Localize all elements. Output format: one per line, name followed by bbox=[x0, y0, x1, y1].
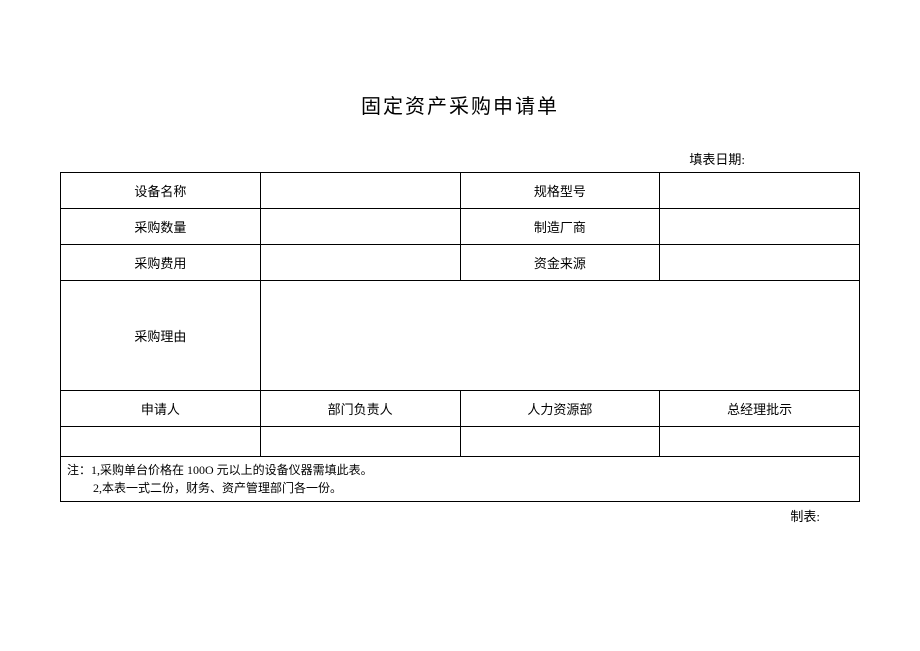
label-purchase-qty: 采购数量 bbox=[61, 209, 261, 245]
value-purchase-reason[interactable] bbox=[260, 281, 859, 391]
row-reason: 采购理由 bbox=[61, 281, 860, 391]
label-purchase-cost: 采购费用 bbox=[61, 245, 261, 281]
row-cost: 采购费用 资金来源 bbox=[61, 245, 860, 281]
row-approval-headers: 申请人 部门负责人 人力资源部 总经理批示 bbox=[61, 391, 860, 427]
sign-dept-head[interactable] bbox=[260, 427, 460, 457]
row-notes: 注：1,采购单台价格在 100O 元以上的设备仪器需填此表。 2,本表一式二份，… bbox=[61, 457, 860, 502]
value-spec-model[interactable] bbox=[660, 173, 860, 209]
label-spec-model: 规格型号 bbox=[460, 173, 660, 209]
sign-applicant[interactable] bbox=[61, 427, 261, 457]
sign-gm[interactable] bbox=[660, 427, 860, 457]
value-fund-source[interactable] bbox=[660, 245, 860, 281]
label-purchase-reason: 采购理由 bbox=[61, 281, 261, 391]
row-approval-signatures bbox=[61, 427, 860, 457]
value-purchase-cost[interactable] bbox=[260, 245, 460, 281]
label-equipment-name: 设备名称 bbox=[61, 173, 261, 209]
form-title: 固定资产采购申请单 bbox=[60, 90, 860, 119]
value-manufacturer[interactable] bbox=[660, 209, 860, 245]
label-applicant: 申请人 bbox=[61, 391, 261, 427]
note-line-2: 2,本表一式二份，财务、资产管理部门各一份。 bbox=[67, 479, 853, 497]
label-dept-head: 部门负责人 bbox=[260, 391, 460, 427]
value-purchase-qty[interactable] bbox=[260, 209, 460, 245]
label-gm-approval: 总经理批示 bbox=[660, 391, 860, 427]
row-equipment: 设备名称 规格型号 bbox=[61, 173, 860, 209]
fill-date-label: 填表日期: bbox=[60, 149, 860, 168]
label-fund-source: 资金来源 bbox=[460, 245, 660, 281]
label-hr: 人力资源部 bbox=[460, 391, 660, 427]
row-quantity: 采购数量 制造厂商 bbox=[61, 209, 860, 245]
sign-hr[interactable] bbox=[460, 427, 660, 457]
preparer-label: 制表: bbox=[60, 506, 860, 525]
note-line-1: 注：1,采购单台价格在 100O 元以上的设备仪器需填此表。 bbox=[67, 461, 853, 479]
label-manufacturer: 制造厂商 bbox=[460, 209, 660, 245]
purchase-request-table: 设备名称 规格型号 采购数量 制造厂商 采购费用 资金来源 采购理由 申请人 部… bbox=[60, 172, 860, 502]
notes-cell: 注：1,采购单台价格在 100O 元以上的设备仪器需填此表。 2,本表一式二份，… bbox=[61, 457, 860, 502]
value-equipment-name[interactable] bbox=[260, 173, 460, 209]
